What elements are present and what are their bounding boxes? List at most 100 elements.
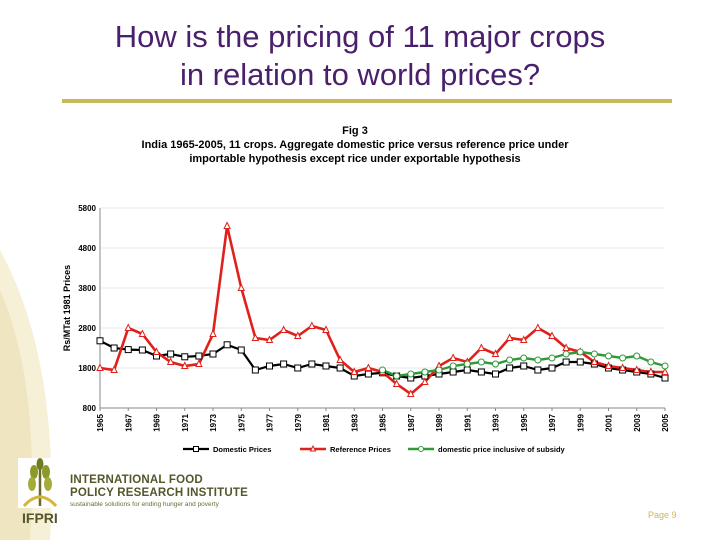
chart-subtitle-line1: India 1965-2005, 11 crops. Aggregate dom… xyxy=(141,139,569,151)
legend-marker-reference xyxy=(309,444,317,452)
data-point-reference xyxy=(110,365,118,373)
data-point-domestic xyxy=(294,364,302,372)
data-point-reference xyxy=(505,333,514,341)
data-point-domestic xyxy=(336,364,344,372)
data-point-reference xyxy=(406,389,415,397)
x-tick-label: 1985 xyxy=(379,413,388,431)
x-tick-label: 1991 xyxy=(463,413,472,431)
data-point-subsidy xyxy=(449,362,457,370)
data-point-reference xyxy=(647,367,655,375)
data-point-domestic xyxy=(251,366,259,374)
x-tick-label: 1973 xyxy=(209,413,218,431)
data-point-domestic xyxy=(492,370,499,378)
x-tick-label: 1987 xyxy=(407,413,416,431)
data-point-domestic xyxy=(548,364,556,372)
x-tick-label: 1967 xyxy=(124,413,133,431)
data-point-reference xyxy=(322,325,330,333)
legend-marker-subsidy xyxy=(418,446,424,452)
org-name-line2: POLICY RESEARCH INSTITUTE xyxy=(70,487,248,499)
data-point-domestic xyxy=(534,366,542,374)
chart-title: Fig 3 xyxy=(342,125,368,137)
data-point-reference xyxy=(166,357,175,365)
data-point-domestic xyxy=(138,346,146,354)
data-point-reference xyxy=(251,333,260,341)
data-point-domestic xyxy=(449,368,457,376)
data-point-reference xyxy=(138,329,147,337)
data-point-subsidy xyxy=(492,360,499,368)
data-point-domestic xyxy=(477,368,485,376)
data-point-subsidy xyxy=(407,370,415,378)
data-point-reference xyxy=(209,329,217,337)
data-point-subsidy xyxy=(463,360,471,368)
figure-heading: Fig 3 India 1965-2005, 11 crops. Aggrega… xyxy=(60,124,650,166)
data-point-domestic xyxy=(209,350,217,358)
data-point-domestic xyxy=(223,341,231,349)
x-tick-label: 1993 xyxy=(492,413,501,431)
data-point-subsidy xyxy=(647,358,655,366)
y-tick-label: 2800 xyxy=(78,324,96,333)
x-tick-label: 1989 xyxy=(435,413,444,431)
x-tick-label: 2005 xyxy=(661,413,670,431)
data-point-domestic xyxy=(167,350,175,358)
data-point-reference xyxy=(604,361,613,369)
data-point-reference xyxy=(279,325,288,333)
data-point-reference xyxy=(519,335,528,343)
data-point-domestic xyxy=(181,353,189,361)
data-point-domestic xyxy=(322,362,330,370)
data-point-reference xyxy=(661,367,669,375)
org-tagline: sustainable solutions for ending hunger … xyxy=(70,501,219,508)
data-point-subsidy xyxy=(506,356,514,364)
data-point-domestic xyxy=(562,358,570,366)
data-point-reference xyxy=(548,331,556,339)
x-tick-label: 1981 xyxy=(322,413,331,431)
chart-subtitle-line2: importable hypothesis except rice under … xyxy=(189,153,521,165)
x-tick-label: 1997 xyxy=(548,413,557,431)
data-point-subsidy xyxy=(520,354,528,362)
data-point-reference xyxy=(180,361,189,369)
data-point-subsidy xyxy=(619,354,627,362)
data-point-subsidy xyxy=(548,354,556,362)
data-point-domestic xyxy=(266,362,273,370)
wheat-logo-icon xyxy=(18,458,62,508)
data-point-domestic xyxy=(506,364,514,372)
org-acronym: IFPRI xyxy=(22,510,58,526)
data-point-domestic xyxy=(576,358,584,366)
data-point-subsidy xyxy=(534,356,542,364)
data-point-subsidy xyxy=(605,352,612,360)
data-point-reference xyxy=(618,363,627,371)
x-tick-label: 1971 xyxy=(181,413,190,431)
slide-title-line2: in relation to world prices? xyxy=(179,57,541,92)
title-underline xyxy=(62,99,672,103)
data-point-reference xyxy=(152,347,161,355)
data-point-reference xyxy=(96,363,104,371)
data-point-subsidy xyxy=(435,366,443,374)
data-point-domestic xyxy=(110,344,118,352)
data-point-subsidy xyxy=(576,348,584,356)
data-point-subsidy xyxy=(562,350,570,358)
y-tick-label: 4800 xyxy=(78,244,96,253)
legend-label-domestic: Domestic Prices xyxy=(213,445,271,454)
data-point-reference xyxy=(223,221,231,229)
slide-title: How is the pricing of 11 major crops in … xyxy=(40,18,680,94)
data-point-reference xyxy=(421,377,429,385)
data-point-reference xyxy=(195,359,203,367)
x-tick-label: 2001 xyxy=(605,413,614,431)
org-name: INTERNATIONAL FOOD POLICY RESEARCH INSTI… xyxy=(70,474,248,500)
data-point-domestic xyxy=(124,346,132,354)
data-point-subsidy xyxy=(379,366,386,374)
x-tick-label: 1975 xyxy=(237,413,246,431)
data-point-domestic xyxy=(237,346,245,354)
x-tick-label: 1995 xyxy=(520,413,529,431)
legend-label-subsidy: domestic price inclusive of subsidy xyxy=(438,445,566,454)
data-point-subsidy xyxy=(590,350,598,358)
legend-marker-domestic xyxy=(193,446,199,452)
y-axis-label: Rs/MTat 1981 Prices xyxy=(62,265,72,351)
data-point-reference xyxy=(534,323,542,331)
data-point-reference xyxy=(364,363,373,371)
x-tick-label: 1969 xyxy=(153,413,162,431)
data-point-subsidy xyxy=(421,368,429,376)
x-tick-label: 1999 xyxy=(576,413,585,431)
data-point-reference xyxy=(632,365,641,373)
x-tick-label: 1977 xyxy=(266,413,275,431)
